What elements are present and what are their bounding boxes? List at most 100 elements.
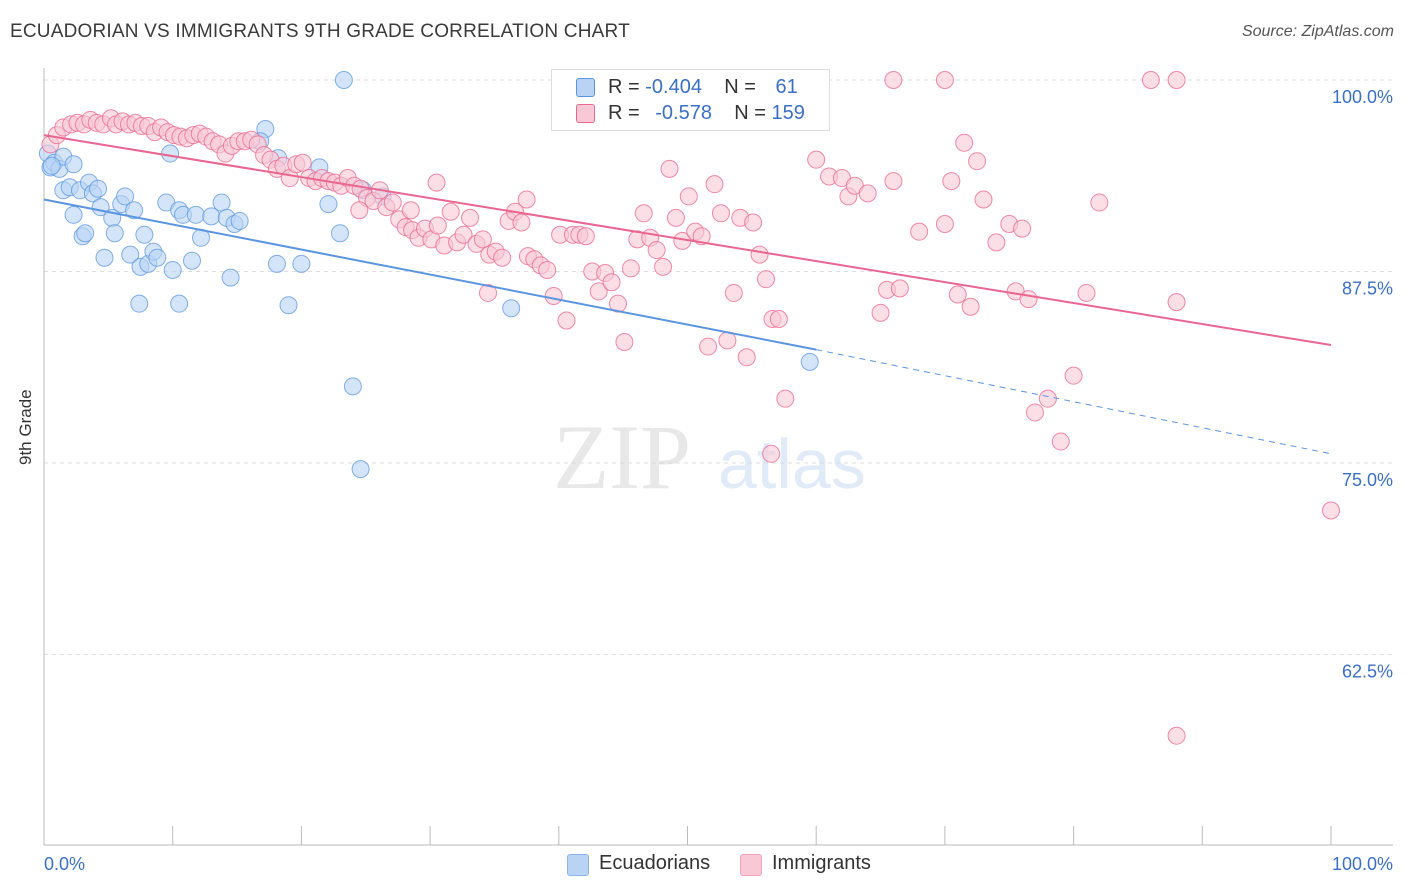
point-ecuadorians [319,195,338,214]
point-immigrants [807,150,826,169]
trend-lines [43,134,1332,455]
point-ecuadorians [292,254,311,273]
point-immigrants [557,311,576,330]
point-ecuadorians [130,294,149,313]
legend-row-ecuadorians: R = -0.404 N = 61 [552,74,829,100]
point-immigrants [1051,432,1070,451]
legend-swatch-ecuadorians [576,78,595,97]
point-ecuadorians [116,187,135,206]
point-immigrants [692,227,711,246]
point-immigrants [711,204,730,223]
point-ecuadorians [351,460,370,479]
point-ecuadorians [279,296,298,315]
point-immigrants [383,193,402,212]
trend-line-ecuadorians [43,198,817,351]
point-immigrants [1077,283,1096,302]
point-ecuadorians [230,211,249,230]
point-ecuadorians [89,179,108,198]
point-ecuadorians [331,224,350,243]
legend-text-ecuadorians: R = -0.404 N = 61 [608,76,798,99]
point-immigrants [589,282,608,301]
point-immigrants [910,222,929,241]
point-ecuadorians [148,248,167,267]
point-immigrants [968,152,987,171]
point-immigrants [961,297,980,316]
point-immigrants [769,309,788,328]
trend-extension-ecuadorians [816,349,1332,455]
legend-label: Immigrants [772,852,871,874]
point-immigrants [654,257,673,276]
r-value-immigrants: -0.578 [655,102,712,124]
point-immigrants [757,270,776,289]
watermark: ZIP atlas [553,406,866,508]
chart-title: ECUADORIAN VS IMMIGRANTS 9TH GRADE CORRE… [10,21,630,42]
n-label: N = [734,102,772,124]
point-immigrants [762,444,781,463]
point-immigrants [955,133,974,152]
point-immigrants [479,283,498,302]
point-immigrants [1064,366,1083,385]
legend-text-immigrants: R = -0.578 N = 159 [608,102,805,125]
point-immigrants [1019,290,1038,309]
point-ecuadorians [161,144,180,163]
r-value-ecuadorians: -0.404 [645,76,702,98]
point-immigrants [576,227,595,246]
legend-swatch [567,854,589,876]
n-value-ecuadorians: 61 [775,76,798,98]
point-immigrants [493,248,512,267]
y-axis-label: 9th Grade [16,389,35,465]
point-ecuadorians [212,193,231,212]
y-tick-label: 100.0% [1332,87,1393,107]
point-ecuadorians [170,294,189,313]
point-ecuadorians [64,155,83,174]
y-tick-label: 62.5% [1342,662,1393,682]
correlation-legend: R = -0.404 N = 61 R = -0.578 N = 159 [551,69,830,131]
point-immigrants [460,208,479,227]
x-tick-label-max: 100.0% [1332,854,1393,874]
point-immigrants [1013,219,1032,238]
point-immigrants [974,190,993,209]
series-immigrants [41,71,1340,745]
point-ecuadorians [334,71,353,89]
point-immigrants [473,230,492,249]
point-immigrants [454,225,473,244]
point-immigrants [744,213,763,232]
point-ecuadorians [135,225,154,244]
point-immigrants [660,159,679,178]
point-immigrants [512,213,531,232]
point-ecuadorians [183,251,202,270]
point-immigrants [737,348,756,367]
point-immigrants [634,204,653,223]
point-ecuadorians [186,205,205,224]
point-ecuadorians [105,224,124,243]
point-ecuadorians [800,352,819,371]
trend-line-immigrants [43,134,1332,347]
point-immigrants [890,279,909,298]
legend-swatch-immigrants [576,104,595,123]
n-label: N = [724,76,762,98]
r-label: R = [608,102,646,124]
tick-labels: 100.0% 87.5% 75.0% 62.5% 0.0% 100.0% [44,87,1393,874]
point-immigrants [621,259,640,278]
axes [43,68,1393,846]
point-immigrants [609,294,628,313]
legend-row-immigrants: R = -0.578 N = 159 [552,100,829,126]
point-immigrants [538,260,557,279]
point-immigrants [1038,389,1057,408]
point-immigrants [1141,71,1160,89]
point-ecuadorians [221,268,240,287]
point-immigrants [666,208,685,227]
point-immigrants [935,71,954,89]
point-ecuadorians [42,156,61,175]
n-value-immigrants: 159 [771,102,805,124]
data-points [38,71,1340,745]
point-immigrants [884,71,903,89]
point-immigrants [942,172,961,191]
source-label: Source: ZipAtlas.com [1241,23,1394,40]
point-immigrants [544,287,563,306]
point-immigrants [871,303,890,322]
point-immigrants [428,216,447,235]
point-ecuadorians [121,245,140,264]
point-immigrants [401,201,420,220]
point-ecuadorians [125,201,144,220]
